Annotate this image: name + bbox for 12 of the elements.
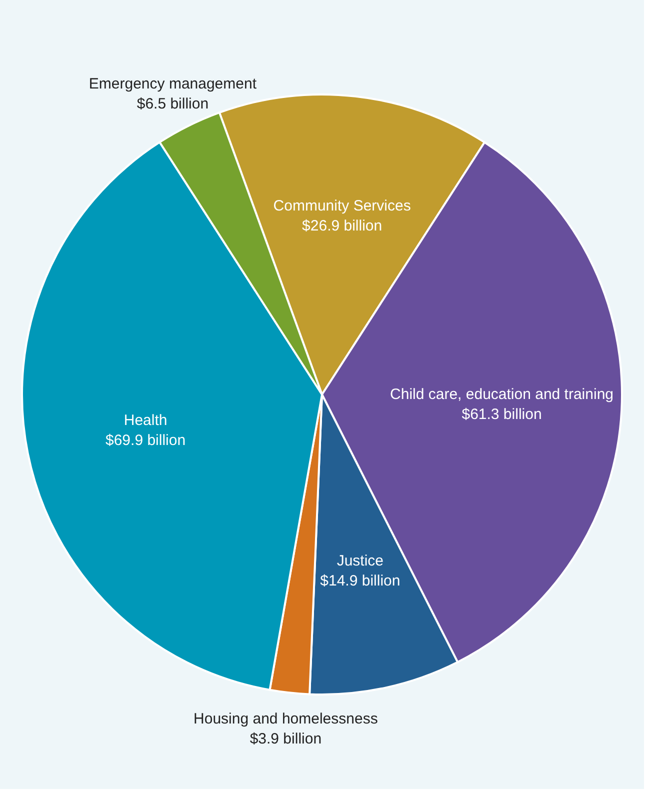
slice-label: Health xyxy=(124,412,168,429)
data-label: $14.9 billion xyxy=(320,572,400,590)
slice-label: Community Services xyxy=(273,198,411,215)
data-label: $3.9 billion xyxy=(250,730,322,748)
data-label: $69.9 billion xyxy=(105,432,186,449)
slice-label: Child care, education and training xyxy=(390,386,614,403)
data-label: $26.9 billion xyxy=(302,218,382,235)
data-label: $6.5 billion xyxy=(136,95,209,112)
data-label: $61.3 billion xyxy=(462,406,542,423)
slice-label: Housing and homelessness xyxy=(194,710,378,728)
slice-label: Justice xyxy=(336,552,384,570)
slice-label: Emergency management xyxy=(88,75,258,92)
